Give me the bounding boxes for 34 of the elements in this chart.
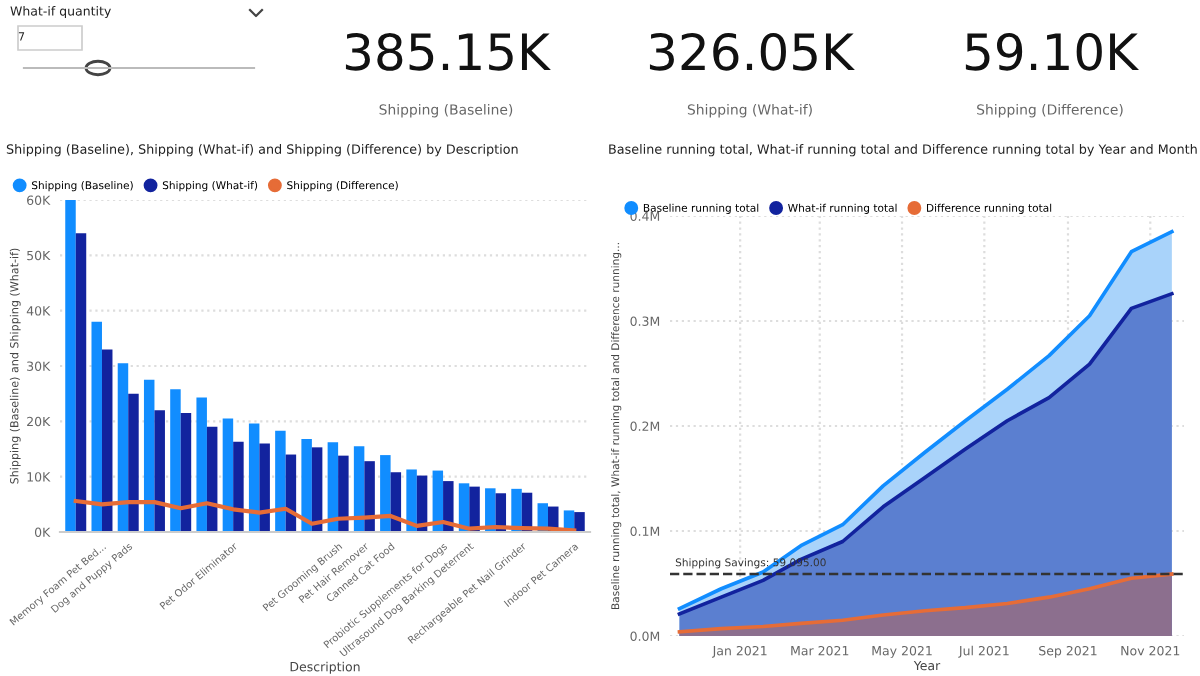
bar bbox=[180, 413, 192, 532]
bar bbox=[511, 488, 522, 532]
bar bbox=[485, 488, 496, 532]
bar bbox=[311, 447, 323, 532]
bar bbox=[233, 441, 244, 532]
bar bbox=[91, 321, 102, 532]
bar bbox=[222, 418, 234, 532]
bar bbox=[380, 455, 391, 532]
bar bbox=[327, 442, 339, 532]
bar bbox=[65, 200, 76, 532]
bar bbox=[301, 439, 312, 532]
bar bbox=[196, 397, 207, 532]
bar bbox=[117, 363, 129, 532]
bar bbox=[443, 481, 454, 532]
bar bbox=[154, 410, 165, 532]
text: 326.05K bbox=[649, 32, 855, 71]
bar bbox=[128, 393, 139, 532]
bar bbox=[101, 349, 113, 532]
bar bbox=[469, 486, 480, 532]
bar bbox=[338, 455, 349, 532]
bar bbox=[353, 446, 365, 532]
bar bbox=[143, 379, 155, 532]
line-series bbox=[73, 498, 577, 532]
bar bbox=[75, 233, 87, 532]
text: 385.15K bbox=[345, 32, 551, 71]
bar bbox=[259, 443, 270, 532]
bar bbox=[248, 423, 260, 532]
bar bbox=[406, 469, 417, 532]
text: 59.10K bbox=[965, 32, 1140, 71]
bar bbox=[206, 426, 218, 532]
bar bbox=[275, 430, 286, 532]
bar bbox=[364, 461, 375, 532]
bar bbox=[170, 389, 181, 532]
bar bbox=[574, 512, 585, 532]
